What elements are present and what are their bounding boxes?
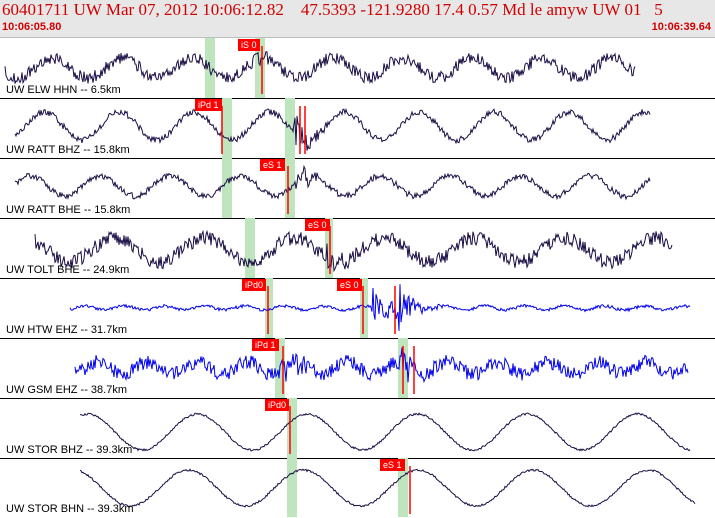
waveform-trace [69, 284, 691, 331]
waveform-trace [79, 412, 691, 452]
header-bar: 60401711 UW Mar 07, 2012 10:06:12.82 47.… [0, 0, 715, 38]
waveform-trace [74, 347, 689, 384]
station-label: UW HTW EHZ -- 31.7km [6, 324, 127, 336]
waveform-plot [74, 338, 689, 398]
waveform-trace [34, 229, 673, 273]
waveform-trace [79, 468, 696, 508]
pick-label[interactable]: eS 0 [337, 279, 362, 291]
waveform-plot [79, 398, 691, 458]
waveform-plot [79, 458, 696, 517]
trace-panel[interactable]: UW TOLT BHE -- 24.9km eS 0 [0, 218, 715, 279]
trace-panel[interactable]: UW STOR BHZ -- 39.3km iPd0 [0, 398, 715, 459]
pick-window [222, 98, 232, 158]
pick-window [285, 158, 295, 218]
waveform-plot [69, 278, 691, 338]
station-label: UW RATT BHE -- 15.8km [6, 204, 131, 216]
pick-window [360, 278, 368, 338]
pick-label[interactable]: iS 0 [238, 39, 260, 51]
waveform-plot [34, 218, 673, 278]
pick-window [245, 218, 255, 278]
trace-panel[interactable]: UW RATT BHZ -- 15.8km iPd 1 [0, 98, 715, 159]
pick-label[interactable]: iPd0 [265, 399, 290, 411]
pick-window [325, 218, 333, 278]
waveform-plot [14, 158, 651, 218]
pick-label[interactable]: iPd 1 [252, 339, 279, 351]
pick-window [287, 398, 297, 458]
end-time: 10:06:39.64 [651, 21, 711, 33]
pick-label[interactable]: eS 0 [305, 219, 330, 231]
waveform-trace [14, 164, 651, 201]
waveform-plot [4, 38, 636, 98]
station-label: UW GSM EHZ -- 38.7km [6, 384, 128, 396]
pick-window [398, 458, 408, 517]
pick-label[interactable]: iPd0 [242, 279, 267, 291]
pick-window [265, 278, 273, 338]
trace-panel[interactable]: UW STOR BHN -- 39.3km eS 1 [0, 458, 715, 517]
trace-panel[interactable]: UW RATT BHE -- 15.8km eS 1 [0, 158, 715, 219]
pick-label[interactable]: eS 1 [380, 459, 405, 471]
pick-window [222, 158, 232, 218]
waveform-plot [14, 98, 651, 158]
station-label: UW ELW HHN -- 6.5km [6, 84, 121, 96]
trace-panel[interactable]: UW HTW EHZ -- 31.7km iPd0 eS 0 [0, 278, 715, 339]
trace-panel[interactable]: UW ELW HHN -- 6.5km iS 0 [0, 38, 715, 99]
pick-label[interactable]: eS 1 [260, 159, 285, 171]
station-label: UW STOR BHN -- 39.3km [6, 503, 134, 515]
start-time: 10:06:05.80 [2, 21, 62, 33]
pick-label[interactable]: iPd 1 [195, 99, 222, 111]
station-label: UW TOLT BHE -- 24.9km [6, 264, 130, 276]
trace-panel[interactable]: UW GSM EHZ -- 38.7km iPd 1 [0, 338, 715, 399]
station-label: UW RATT BHZ -- 15.8km [6, 144, 130, 156]
pick-window [287, 458, 297, 517]
station-label: UW STOR BHZ -- 39.3km [6, 444, 133, 456]
pick-window [255, 38, 265, 98]
waveform-trace [14, 107, 651, 151]
waveform-trace [4, 51, 636, 85]
event-summary-title: 60401711 UW Mar 07, 2012 10:06:12.82 47.… [2, 0, 663, 19]
